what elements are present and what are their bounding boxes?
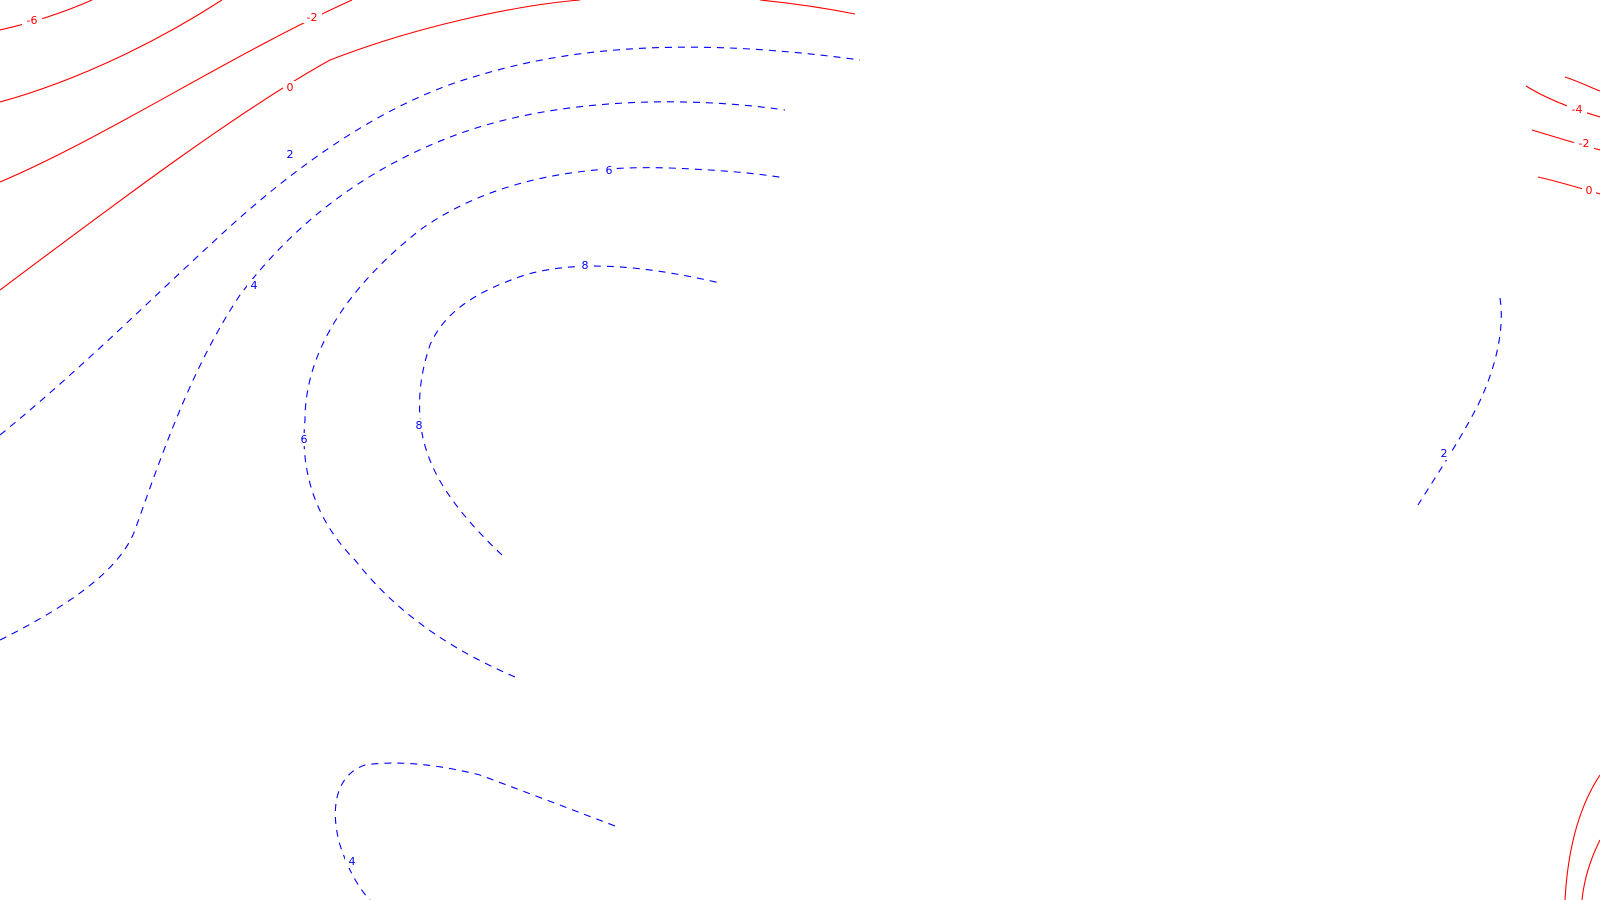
contour-label: -4 (1572, 103, 1583, 116)
label-backdrop (1567, 103, 1587, 116)
contour-line-bottom-right-inner (1581, 839, 1600, 900)
contour-label: 2 (287, 148, 294, 161)
label-backdrop (22, 13, 42, 26)
contour-labels: -6 -2 0 2 4 6 8 8 6 -4 -2 0 2 (22, 10, 1596, 868)
contour-line-minus-6 (0, 0, 93, 31)
contour-line-8 (418, 265, 721, 556)
contour-label: 4 (251, 279, 258, 292)
contour-label: -2 (307, 11, 318, 24)
label-backdrop (412, 419, 426, 432)
contour-label: 8 (416, 419, 423, 432)
label-backdrop (247, 279, 261, 292)
label-backdrop (602, 164, 616, 177)
label-backdrop (1437, 447, 1451, 460)
positive-contours (0, 46, 1502, 900)
label-backdrop (345, 855, 359, 868)
contour-label: 6 (606, 164, 613, 177)
contour-label: 4 (349, 855, 356, 868)
contour-line-bottom-right-outer (1564, 774, 1600, 900)
contour-label: -2 (1579, 137, 1590, 150)
label-backdrop (283, 148, 297, 161)
contour-label: 6 (301, 433, 308, 446)
contour-line-minus-2 (0, 0, 353, 183)
contour-label: 2 (1441, 447, 1448, 460)
label-backdrop (1574, 137, 1594, 150)
label-backdrop (1582, 184, 1596, 197)
contour-label: 0 (287, 81, 294, 94)
contour-line-6 (303, 167, 786, 678)
label-backdrop (302, 10, 322, 23)
contour-line-minus-4 (0, 0, 223, 103)
contour-line-right-minus-6 (1564, 76, 1600, 92)
label-backdrop (578, 259, 592, 272)
contour-line-4 (0, 101, 786, 641)
label-backdrop (297, 433, 311, 446)
contour-line-zero (0, 0, 581, 291)
contour-label: 0 (1586, 184, 1593, 197)
contour-line-top-right (759, 0, 856, 15)
contour-line-right-minus-4 (1525, 85, 1600, 118)
contour-line-right-2 (1417, 297, 1502, 506)
label-backdrop (283, 81, 297, 94)
contour-label: 8 (582, 259, 589, 272)
contour-label: -6 (27, 14, 38, 27)
